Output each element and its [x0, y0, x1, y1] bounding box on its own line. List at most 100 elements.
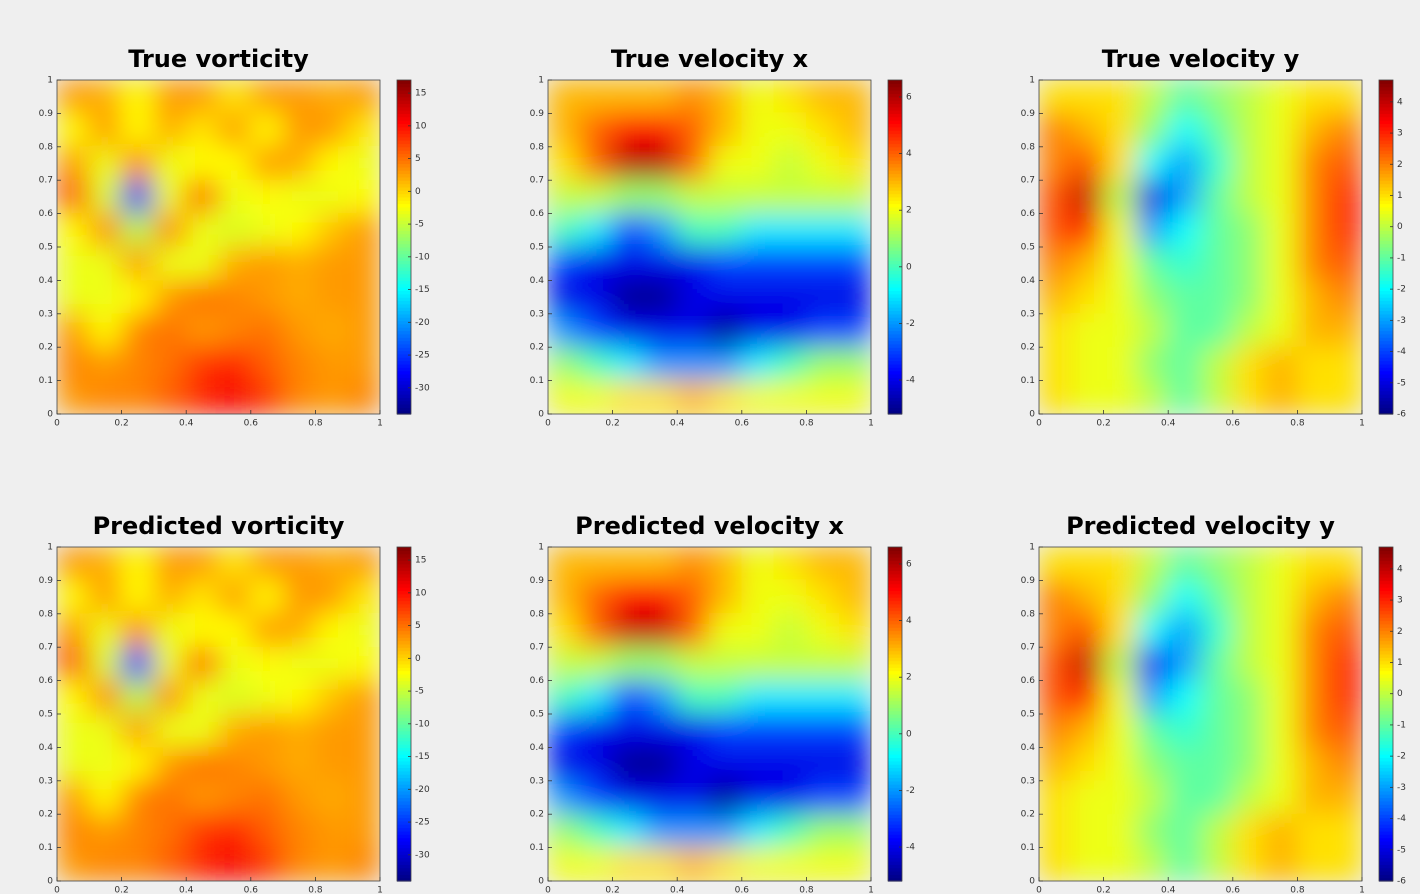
heatmap-cell	[1070, 80, 1105, 114]
colorbar-segment	[397, 767, 411, 772]
y-tick-label: 0.7	[530, 643, 544, 653]
colorbar-segment	[1379, 577, 1393, 581]
heatmap-cells	[57, 80, 380, 414]
colorbar-segment	[888, 173, 902, 178]
colorbar-tick-label: 4	[906, 616, 912, 626]
heatmap-cell	[579, 80, 614, 114]
heatmap-cell	[579, 213, 614, 248]
colorbar-segment	[397, 80, 411, 84]
heatmap-cell	[1200, 80, 1234, 114]
colorbar-segment	[397, 83, 411, 88]
colorbar-segment	[888, 317, 902, 322]
heatmap-cell	[1296, 346, 1331, 382]
heatmap-cell	[121, 579, 155, 615]
heatmap-cell	[1329, 746, 1362, 782]
heatmap-cell	[1232, 146, 1266, 181]
heatmap-cell	[741, 646, 775, 682]
heatmap-cell	[314, 380, 349, 414]
heatmap-cell	[1200, 746, 1234, 782]
heatmap-cell	[805, 613, 840, 648]
x-tick-label: 0.4	[179, 419, 194, 429]
colorbar-segment	[397, 153, 411, 158]
colorbar-segment	[888, 253, 902, 258]
colorbar-segment	[397, 143, 411, 148]
colorbar-tick-label: 5	[415, 154, 421, 164]
colorbar-segment	[397, 357, 411, 362]
heatmap-cell	[1200, 146, 1234, 181]
heatmap-cell	[548, 847, 581, 881]
colorbar-segment	[1379, 130, 1393, 135]
colorbar-segment	[888, 734, 902, 738]
colorbar-segment	[888, 847, 902, 852]
heatmap-cell	[57, 346, 90, 382]
x-tick-label: 0.6	[1226, 419, 1241, 429]
colorbar-segment	[1379, 827, 1393, 832]
colorbar-segment	[397, 613, 411, 618]
x-tick-label: 0.8	[799, 419, 814, 429]
y-tick-label: 0.2	[39, 810, 53, 820]
colorbar-tick-label: -6	[1397, 877, 1406, 887]
heatmap-cell	[314, 847, 349, 881]
x-tick-label: 0.8	[308, 419, 323, 429]
y-tick-label: 0.4	[39, 743, 54, 753]
heatmap-cell	[314, 213, 349, 248]
heatmap-cell	[579, 380, 614, 414]
heatmap-cell	[838, 780, 871, 815]
heatmap-cell	[838, 380, 871, 414]
colorbar-segment	[397, 303, 411, 308]
colorbar-segment	[888, 807, 902, 812]
colorbar-segment	[1379, 730, 1393, 735]
colorbar-segment	[397, 703, 411, 708]
colorbar-segment	[888, 90, 902, 94]
colorbar-segment	[397, 800, 411, 805]
heatmap-cell	[1070, 346, 1105, 382]
colorbar-segment	[1379, 280, 1393, 285]
colorbar-segment	[397, 86, 411, 91]
heatmap-cell	[1103, 613, 1137, 648]
colorbar-segment	[397, 810, 411, 815]
colorbar-segment	[888, 347, 902, 352]
heatmap-cell	[218, 579, 252, 615]
colorbar-segment	[888, 273, 902, 278]
heatmap-cell	[1070, 813, 1105, 849]
colorbar-segment	[397, 717, 411, 722]
colorbar-segment	[1379, 547, 1393, 551]
colorbar-segment	[888, 630, 902, 635]
colorbar-segment	[888, 327, 902, 332]
y-tick-label: 0.1	[1021, 843, 1035, 853]
heatmap-cell	[676, 279, 710, 315]
colorbar-segment	[1379, 784, 1393, 789]
heatmap-cell	[1296, 813, 1331, 849]
colorbar-segment	[1379, 403, 1393, 408]
colorbar-segment	[888, 837, 902, 842]
colorbar-segment	[397, 160, 411, 165]
heatmap-cell	[1200, 313, 1234, 348]
y-tick-label: 0.1	[530, 843, 544, 853]
colorbar-segment	[397, 680, 411, 685]
heatmap-cell	[121, 146, 155, 181]
heatmap-cell	[1103, 246, 1137, 281]
heatmap-cell	[57, 246, 90, 281]
heatmap-cell	[1296, 680, 1331, 715]
colorbar-segment	[1379, 206, 1393, 211]
heatmap-cell	[1296, 579, 1331, 615]
colorbar-segment	[888, 790, 902, 795]
heatmap-cell	[644, 380, 678, 414]
colorbar-segment	[1379, 613, 1393, 618]
y-tick-label: 1	[538, 543, 544, 553]
heatmap-cell	[282, 746, 316, 782]
colorbar-segment	[397, 593, 411, 598]
heatmap-cell	[548, 713, 581, 748]
colorbar-segment	[397, 393, 411, 398]
heatmap-cell	[1070, 146, 1105, 181]
colorbar-segment	[397, 213, 411, 218]
colorbar-segment	[888, 640, 902, 645]
heatmap-cell	[121, 646, 155, 682]
colorbar-segment	[1379, 250, 1393, 255]
colorbar-segment	[1379, 627, 1393, 632]
y-tick-label: 0.9	[530, 576, 545, 586]
colorbar-segment	[1379, 563, 1393, 568]
heatmap-cell	[805, 646, 840, 682]
heatmap-cell	[1329, 80, 1362, 114]
heatmap-cell	[773, 646, 807, 682]
